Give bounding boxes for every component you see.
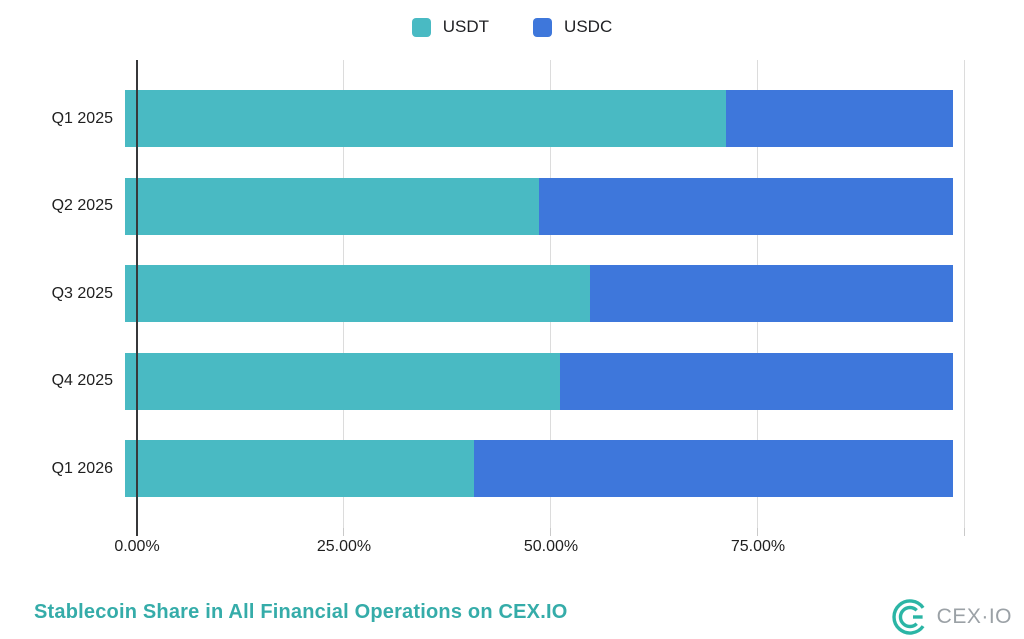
x-axis-label-0: 0.00%: [114, 538, 160, 555]
x-tick-100: [964, 528, 965, 536]
category-label: Q1 2026: [51, 459, 113, 477]
legend: USDT USDC: [0, 17, 1024, 37]
bar-row-q4-2025: Q4 2025: [0, 352, 1024, 410]
bar-segment-usdt-q1-2026: [125, 440, 475, 497]
x-axis-label-75: 75.00%: [730, 538, 786, 555]
category-label: Q1 2025: [51, 109, 113, 127]
bar-row-q1-2025: Q1 2025: [0, 90, 1024, 147]
chart-title: Stablecoin Share in All Financial Operat…: [34, 601, 568, 623]
legend-swatch-usdt: [411, 17, 431, 37]
legend-item-usdt: USDT: [411, 17, 490, 37]
legend-label: USDT: [442, 17, 490, 36]
legend-swatch-usdc: [533, 17, 553, 37]
bar-segment-usdc-q1-2025: [726, 90, 953, 147]
legend-label: USDC: [564, 17, 613, 36]
bar-segment-usdc-q3-2025: [589, 265, 953, 322]
bar-segment-usdt-q1-2025: [125, 90, 727, 147]
bar-track: [125, 177, 953, 235]
cexio-brand: CEX·IO: [890, 597, 1012, 637]
plot-area: Q1 2025 Q2 2025 Q3 2025 Q4 2025 Q1 2026 0.00…: [0, 60, 1024, 555]
bar-row-q3-2025: Q3 2025: [0, 265, 1024, 322]
bar-track: [125, 440, 953, 497]
cexio-logo-icon: [892, 599, 925, 635]
bar-segment-usdt-q2-2025: [125, 177, 539, 235]
category-label: Q2 2025: [51, 197, 113, 214]
category-label: Q3 2025: [51, 284, 113, 302]
x-axis-labels: 0.00% 25.00% 50.00% 75.00%: [114, 536, 965, 560]
bar-row-q2-2025: Q2 2025: [0, 177, 1024, 235]
legend-item-usdc: USDC: [533, 17, 612, 37]
x-tick-50: [550, 528, 551, 536]
x-axis-label-25: 25.00%: [316, 538, 372, 555]
y-axis-line: [136, 60, 138, 536]
bar-segment-usdt-q4-2025: [125, 352, 560, 410]
bar-segment-usdt-q3-2025: [125, 265, 590, 322]
bar-track: [125, 352, 953, 410]
x-tick-0: [136, 528, 137, 536]
x-tick-25: [343, 528, 344, 536]
category-label: Q4 2025: [51, 372, 113, 389]
x-axis-ticks: [136, 528, 965, 536]
bar-segment-usdc-q4-2025: [559, 352, 953, 410]
bar-segment-usdc-q2-2025: [539, 177, 953, 235]
cexio-logo-text: CEX·IO: [936, 605, 1012, 628]
bar-segment-usdc-q1-2026: [474, 440, 953, 497]
bar-rows: Q1 2025 Q2 2025 Q3 2025 Q4 2025 Q1 2026: [0, 60, 1024, 528]
gridline-100: [964, 60, 965, 528]
bar-track: [125, 90, 953, 147]
bar-row-q1-2026: Q1 2026: [0, 440, 1024, 497]
x-axis-label-50: 50.00%: [523, 538, 579, 555]
bar-track: [125, 265, 953, 322]
x-tick-75: [757, 528, 758, 536]
